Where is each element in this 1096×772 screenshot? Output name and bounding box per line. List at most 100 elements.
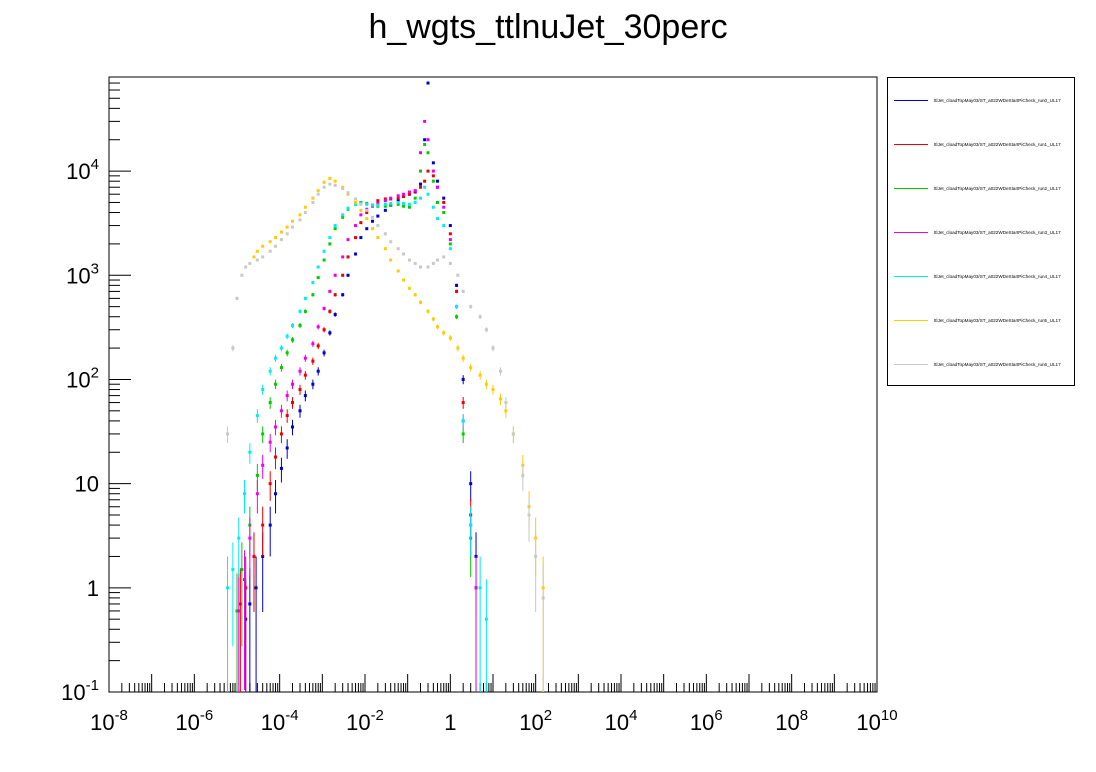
data-point — [328, 309, 332, 313]
data-point — [255, 414, 259, 418]
data-point — [413, 261, 417, 265]
data-point — [346, 273, 350, 277]
data-point — [316, 369, 320, 373]
data-point — [365, 202, 369, 206]
data-point — [354, 197, 358, 201]
data-point — [376, 224, 380, 228]
x-tick-label: 10-2 — [346, 707, 384, 735]
data-point — [448, 261, 452, 265]
legend-entry: ttlJet_cloadTopMay03/ST_a022WDeStartPiCh… — [888, 228, 1074, 238]
data-point — [285, 446, 289, 450]
data-point — [268, 401, 272, 405]
data-point — [268, 240, 272, 244]
data-point — [383, 199, 387, 203]
data-point — [435, 200, 439, 204]
legend-label: ttlJet_cloadTopMay03/ST_a022WDeStartPiCh… — [934, 230, 1061, 235]
data-point — [322, 306, 326, 310]
x-tick-label: 106 — [690, 707, 723, 735]
data-point — [243, 492, 247, 496]
data-point — [455, 315, 459, 319]
x-tick-label: 104 — [605, 707, 638, 735]
data-point — [461, 356, 465, 360]
data-point — [322, 185, 326, 189]
series-6 — [226, 182, 545, 692]
data-point — [461, 419, 465, 423]
data-point — [231, 567, 235, 571]
plot-frame — [108, 76, 878, 693]
data-point — [354, 224, 358, 228]
data-point — [291, 425, 295, 429]
data-point — [252, 554, 256, 558]
data-point — [442, 196, 446, 200]
data-point — [426, 192, 430, 196]
data-point — [442, 331, 446, 335]
data-point — [240, 567, 244, 571]
data-point — [521, 473, 525, 477]
data-point — [423, 185, 427, 189]
legend-entry: ttlJet_cloadTopMay03/ST_a022WDeStartPiCh… — [888, 96, 1074, 106]
data-point — [419, 265, 423, 269]
data-point — [423, 142, 427, 146]
series-5 — [252, 176, 545, 692]
data-point — [333, 224, 337, 228]
data-point — [316, 344, 320, 348]
data-point — [322, 351, 326, 355]
data-point — [461, 401, 465, 405]
data-point — [291, 219, 295, 223]
data-point — [226, 432, 230, 436]
data-point — [333, 179, 337, 183]
data-point — [376, 201, 380, 205]
data-point — [261, 388, 265, 392]
data-point — [322, 249, 326, 253]
data-point — [442, 200, 446, 204]
data-point — [396, 202, 400, 206]
data-point — [371, 219, 375, 223]
data-point — [298, 369, 302, 373]
legend-label: ttlJet_cloadTopMay03/ST_a022WDeStartPiCh… — [934, 186, 1061, 191]
data-point — [298, 218, 302, 222]
data-point — [383, 232, 387, 236]
data-point — [478, 373, 482, 377]
data-point — [478, 586, 482, 590]
legend-entry: ttlJet_cloadTopMay03/ST_a022WDeStartPiCh… — [888, 184, 1074, 194]
data-point — [448, 336, 452, 340]
data-point — [442, 205, 446, 209]
data-point — [254, 586, 258, 590]
data-point — [448, 247, 452, 251]
data-point — [431, 261, 435, 265]
data-point — [261, 463, 265, 467]
data-point — [285, 334, 289, 338]
data-point — [499, 397, 503, 401]
data-point — [333, 313, 337, 317]
data-point — [261, 244, 265, 248]
legend-line — [894, 364, 928, 365]
data-point — [285, 394, 289, 398]
legend-label: ttlJet_cloadTopMay03/ST_a022WDeStartPiCh… — [934, 142, 1061, 147]
data-point — [298, 323, 302, 327]
data-point — [354, 200, 358, 204]
legend-entry: ttlJet_cloadTopMay03/ST_a022WDeStartPiCh… — [888, 140, 1074, 150]
data-point — [341, 273, 345, 277]
data-point — [426, 265, 430, 269]
data-point — [435, 217, 439, 221]
data-point — [316, 325, 320, 329]
data-point — [435, 185, 439, 189]
data-point — [383, 247, 387, 251]
data-point — [346, 238, 350, 242]
data-point — [279, 238, 283, 242]
data-point — [402, 252, 406, 256]
legend-line — [894, 188, 928, 189]
data-point — [365, 227, 369, 231]
legend-line — [894, 232, 928, 233]
legend-label: ttlJet_cloadTopMay03/ST_a022WDeStartPiCh… — [934, 274, 1061, 279]
data-point — [396, 269, 400, 273]
data-point — [303, 211, 307, 215]
data-point — [491, 388, 495, 392]
legend-label: ttlJet_cloadTopMay03/ST_a022WDeStartPiCh… — [934, 98, 1061, 103]
data-point — [303, 373, 307, 377]
data-point — [235, 609, 239, 613]
data-point — [303, 205, 307, 209]
data-point — [389, 240, 393, 244]
data-point — [383, 208, 387, 212]
